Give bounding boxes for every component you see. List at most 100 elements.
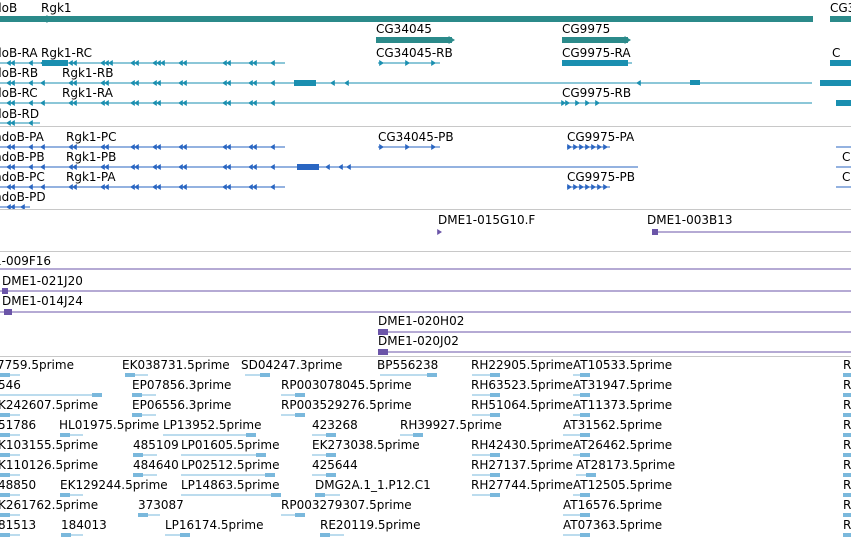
est-block[interactable] [490, 453, 500, 457]
protein-CG9975-PA-exon[interactable] [573, 144, 578, 150]
protein-Rgk1-PB-exon[interactable] [100, 164, 105, 170]
est-block[interactable] [138, 513, 148, 517]
est-block[interactable] [843, 413, 851, 417]
protein-Rgk1-PC-exon[interactable] [270, 144, 275, 150]
est-label[interactable]: R [843, 358, 851, 372]
protein-Rgk1-PC-exon[interactable] [156, 144, 161, 150]
protein-Rgk1-PA-exon[interactable] [182, 184, 187, 190]
protein-Rgk1-PC-exon[interactable] [28, 144, 33, 150]
protein-Rgk1-PB-exon[interactable] [346, 164, 351, 170]
clone-label[interactable]: DME1-020J02 [378, 334, 459, 348]
est-label[interactable]: RE20119.5prime [320, 518, 421, 532]
protein-CG9975-PA-exon[interactable] [579, 144, 584, 150]
transcript-Rgk1-RA-exon[interactable] [72, 100, 77, 106]
est-label[interactable]: RH51064.5prime [471, 398, 573, 412]
transcript-utr[interactable] [294, 80, 316, 86]
protein-label[interactable]: C [842, 170, 851, 184]
est-label[interactable]: 48850 [0, 478, 37, 492]
est-block[interactable] [490, 473, 500, 477]
transcript-utr[interactable] [820, 80, 851, 86]
gene-label[interactable]: CG3 [830, 1, 851, 15]
est-block[interactable] [580, 373, 590, 377]
protein-CG9975-PB-exon[interactable] [573, 184, 578, 190]
protein-label[interactable]: C [842, 150, 851, 164]
gene-label[interactable]: doB [0, 1, 18, 15]
est-label[interactable]: BP556238 [377, 358, 439, 372]
est-block[interactable] [320, 533, 330, 537]
transcript-Rgk1-RC-exon[interactable] [134, 60, 139, 66]
est-label[interactable]: R [843, 398, 851, 412]
transcript-Rgk1-RC-exon[interactable] [160, 60, 165, 66]
transcript-Rgk1-RB-exon[interactable] [130, 80, 135, 86]
protein-Rgk1-PA-exon[interactable] [6, 184, 11, 190]
protein-Rgk1-PC-exon[interactable] [248, 144, 253, 150]
est-block[interactable] [580, 533, 590, 537]
est-block[interactable] [326, 433, 336, 437]
protein-CG34045-PB-exon[interactable] [405, 144, 410, 150]
est-label[interactable]: EP06556.3prime [132, 398, 232, 412]
transcript-Rgk1-RC-exon[interactable] [156, 60, 161, 66]
protein-Rgk1-PB-exon[interactable] [40, 164, 45, 170]
transcript-Rgk1-RA-exon[interactable] [10, 100, 15, 106]
protein-Rgk1-PA-exon[interactable] [10, 184, 15, 190]
protein-block[interactable] [297, 164, 319, 170]
est-label[interactable]: EK273038.5prime [312, 438, 420, 452]
transcript-Rgk1-RA-exon[interactable] [130, 100, 135, 106]
transcript-Rgk1-RC-exon[interactable] [178, 60, 183, 66]
gene-label[interactable]: Rgk1 [41, 1, 72, 15]
protein-ndoB-PD-exon[interactable] [20, 204, 25, 210]
est-label[interactable]: R [843, 438, 851, 452]
protein-CG9975-PB-exon[interactable] [597, 184, 602, 190]
est-block[interactable] [326, 453, 336, 457]
est-label[interactable]: RH22905.5prime [471, 358, 573, 372]
clone-end[interactable] [378, 329, 388, 335]
transcript-Rgk1-RB-exon[interactable] [252, 80, 257, 86]
protein-Rgk1-PB-exon[interactable] [248, 164, 253, 170]
transcript-Rgk1-RA-exon[interactable] [226, 100, 231, 106]
protein-CG9975-PB-exon[interactable] [603, 184, 608, 190]
transcript-doB-RA-exon[interactable] [28, 60, 33, 66]
gene-bar[interactable] [0, 16, 62, 22]
est-block[interactable] [843, 493, 851, 497]
protein-Rgk1-PB-exon[interactable] [134, 164, 139, 170]
est-label[interactable]: 51786 [0, 418, 37, 432]
protein-Rgk1-PB-exon[interactable] [6, 164, 11, 170]
protein-Rgk1-PC-exon[interactable] [104, 144, 109, 150]
transcript-CG9975-RA-exon[interactable] [565, 60, 570, 66]
protein-label[interactable]: ndoB-PD [0, 190, 46, 204]
protein-Rgk1-PB-exon[interactable] [182, 164, 187, 170]
protein-Rgk1-PA-exon[interactable] [134, 184, 139, 190]
est-label[interactable]: K261762.5prime [0, 498, 99, 512]
est-block[interactable] [490, 393, 500, 397]
clone-label[interactable]: DME1-021J20 [2, 274, 83, 288]
est-block[interactable] [0, 413, 10, 417]
protein-Rgk1-PC-exon[interactable] [10, 144, 15, 150]
protein-CG9975-PA-exon[interactable] [567, 144, 572, 150]
transcript-Rgk1-RB-exon[interactable] [6, 80, 11, 86]
transcript-label[interactable]: doB-RD [0, 107, 40, 121]
est-block[interactable] [580, 433, 590, 437]
clone-arrow[interactable] [437, 229, 442, 235]
est-block[interactable] [843, 393, 851, 397]
protein-Rgk1-PA-exon[interactable] [152, 184, 157, 190]
est-label[interactable]: K242607.5prime [0, 398, 99, 412]
transcript-CG9975-RA-exon[interactable] [585, 60, 590, 66]
est-block[interactable] [92, 393, 102, 397]
clone-label[interactable]: 1-009F16 [0, 254, 52, 268]
est-label[interactable]: LP16174.5prime [165, 518, 264, 532]
est-block[interactable] [580, 493, 590, 497]
est-block[interactable] [180, 533, 190, 537]
est-label[interactable]: R [843, 458, 851, 472]
est-block[interactable] [60, 433, 70, 437]
est-label[interactable]: AT31562.5prime [563, 418, 663, 432]
protein-Rgk1-PA-exon[interactable] [40, 184, 45, 190]
protein-Rgk1-PB-exon[interactable] [226, 164, 231, 170]
protein-Rgk1-PC-exon[interactable] [134, 144, 139, 150]
est-label[interactable]: EK129244.5prime [60, 478, 168, 492]
protein-CG9975-PB-exon[interactable] [579, 184, 584, 190]
est-label[interactable]: 373087 [138, 498, 184, 512]
protein-CG9975-PA-exon[interactable] [585, 144, 590, 150]
protein-Rgk1-PA-exon[interactable] [104, 184, 109, 190]
transcript-CG9975-RB-exon[interactable] [565, 100, 570, 106]
protein-Rgk1-PB-exon[interactable] [156, 164, 161, 170]
